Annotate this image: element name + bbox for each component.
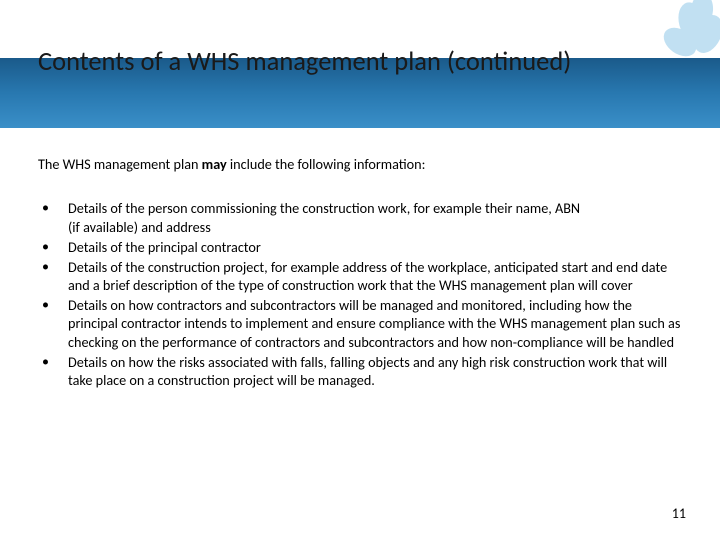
intro-bold: may	[202, 155, 227, 173]
bullet-marker: •	[38, 296, 68, 351]
intro-prefix: The WHS management plan	[38, 155, 202, 173]
intro-text: The WHS management plan may include the …	[38, 155, 682, 173]
bullet-marker: •	[38, 199, 68, 235]
bullet-item: •Details of the principal contractor	[38, 238, 682, 256]
bullet-text: Details on how contractors and subcontra…	[68, 296, 682, 351]
bullet-text: Details of the principal contractor	[68, 238, 682, 256]
bullet-item: •Details of the construction project, fo…	[38, 258, 682, 294]
page-number: 11	[672, 505, 686, 522]
bullet-marker: •	[38, 238, 68, 256]
bullet-text: Details of the construction project, for…	[68, 258, 682, 294]
content-area: The WHS management plan may include the …	[38, 155, 682, 391]
bullet-text: Details of the person commissioning the …	[68, 199, 682, 235]
intro-suffix: include the following information:	[227, 155, 426, 173]
bullet-text: Details on how the risks associated with…	[68, 353, 682, 389]
bullet-marker: •	[38, 258, 68, 294]
bullet-item: •Details of the person commissioning the…	[38, 199, 682, 235]
bullet-item: •Details on how the risks associated wit…	[38, 353, 682, 389]
bullet-marker: •	[38, 353, 68, 389]
slide-title: Contents of a WHS management plan (conti…	[38, 46, 682, 78]
bullet-list: •Details of the person commissioning the…	[38, 199, 682, 389]
bullet-item: •Details on how contractors and subcontr…	[38, 296, 682, 351]
